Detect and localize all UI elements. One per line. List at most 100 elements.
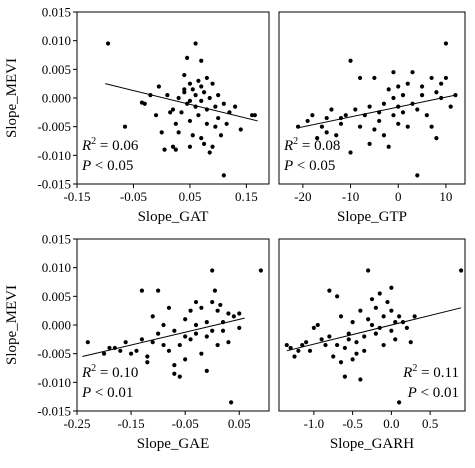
data-point	[429, 124, 434, 129]
data-point	[221, 101, 226, 106]
data-point	[310, 113, 315, 118]
data-point	[385, 299, 390, 305]
data-point	[377, 291, 382, 296]
data-point	[183, 334, 188, 339]
data-point	[159, 130, 164, 135]
data-point	[85, 340, 90, 345]
data-point	[346, 331, 351, 336]
x-tick-label: -0.15	[63, 189, 90, 204]
data-point	[354, 340, 359, 345]
data-point	[161, 342, 166, 348]
data-point	[237, 325, 242, 330]
data-point	[212, 288, 218, 293]
data-point	[199, 98, 204, 103]
data-point	[182, 87, 187, 92]
data-point	[367, 141, 372, 146]
data-point	[226, 311, 231, 316]
p-value-annotation: P < 0.01	[407, 385, 459, 401]
x-tick-label: 0.5	[422, 416, 438, 431]
x-tick-label: 0.0	[383, 416, 399, 431]
data-point	[179, 110, 184, 115]
data-point	[142, 101, 147, 106]
data-point	[123, 340, 128, 345]
data-point	[150, 340, 155, 345]
y-tick-label: 0.000	[42, 318, 71, 333]
y-tick-label: -0.010	[37, 375, 71, 390]
data-point	[362, 334, 367, 339]
data-point	[412, 314, 417, 319]
data-point	[221, 173, 226, 178]
data-point	[188, 337, 193, 342]
p-value-annotation: P < 0.05	[283, 158, 335, 174]
data-point	[170, 144, 176, 149]
data-point	[396, 121, 401, 126]
data-point	[335, 342, 340, 348]
data-point	[397, 314, 402, 319]
data-point	[342, 345, 347, 351]
data-point	[216, 93, 221, 98]
x-axis-label: Slope_GTP	[337, 209, 407, 225]
data-point	[183, 317, 188, 322]
r-squared-annotation: R2 = 0.08	[283, 136, 340, 154]
data-point	[327, 288, 332, 293]
data-point	[381, 101, 387, 106]
x-tick-label: -0.05	[172, 416, 199, 431]
data-point	[338, 314, 344, 319]
y-tick-label: 0.000	[42, 91, 71, 106]
data-point	[199, 84, 204, 89]
x-tick-label: -20	[294, 189, 311, 204]
data-point	[193, 331, 199, 336]
data-point	[448, 104, 453, 109]
data-point	[177, 374, 182, 379]
data-point	[319, 124, 325, 129]
fit-line	[286, 307, 462, 352]
y-tick-label: -0.015	[37, 177, 71, 192]
fit-line	[105, 83, 258, 122]
x-tick-label: 0.15	[235, 189, 258, 204]
data-point	[327, 334, 332, 339]
p-value-annotation: P < 0.01	[81, 385, 133, 401]
data-point	[220, 328, 226, 333]
data-point	[215, 342, 220, 348]
data-point	[391, 113, 396, 118]
data-point	[348, 150, 353, 155]
data-point	[134, 348, 139, 353]
data-point	[176, 95, 181, 101]
plot-frame	[278, 11, 466, 185]
data-point	[296, 348, 301, 353]
data-point	[372, 75, 377, 81]
data-point	[373, 331, 378, 336]
data-point	[391, 95, 396, 101]
data-point	[404, 325, 409, 330]
y-tick-label: -0.015	[37, 404, 71, 419]
r-squared-annotation: R2 = 0.06	[81, 136, 139, 154]
data-point	[207, 150, 212, 155]
data-point	[210, 268, 215, 273]
panel-garh: -1.0 -0.5 0.0 0.5 Slope_GARH R2 = 0.11 P < 0.0…	[278, 238, 466, 452]
x-axis-label: Slope_GARH	[330, 436, 414, 452]
data-point	[319, 337, 324, 342]
data-point	[156, 288, 161, 293]
r-squared-annotation: R2 = 0.11	[402, 363, 459, 381]
data-point	[216, 115, 221, 121]
data-point	[369, 322, 375, 328]
data-point	[145, 360, 150, 365]
data-point	[305, 118, 310, 124]
data-point	[258, 268, 263, 273]
data-point	[415, 173, 420, 178]
data-point	[434, 136, 439, 141]
fit-line	[82, 317, 245, 358]
data-point	[381, 342, 386, 348]
data-point	[334, 133, 339, 138]
data-point	[389, 285, 394, 290]
data-point	[105, 41, 111, 46]
data-point	[199, 351, 204, 356]
data-point	[377, 118, 382, 124]
data-point	[215, 308, 220, 313]
data-point	[391, 70, 396, 75]
data-point	[187, 98, 193, 103]
data-point	[187, 144, 193, 149]
data-point	[354, 351, 359, 356]
fit-line	[297, 94, 456, 129]
x-tick-label: -10	[342, 189, 359, 204]
